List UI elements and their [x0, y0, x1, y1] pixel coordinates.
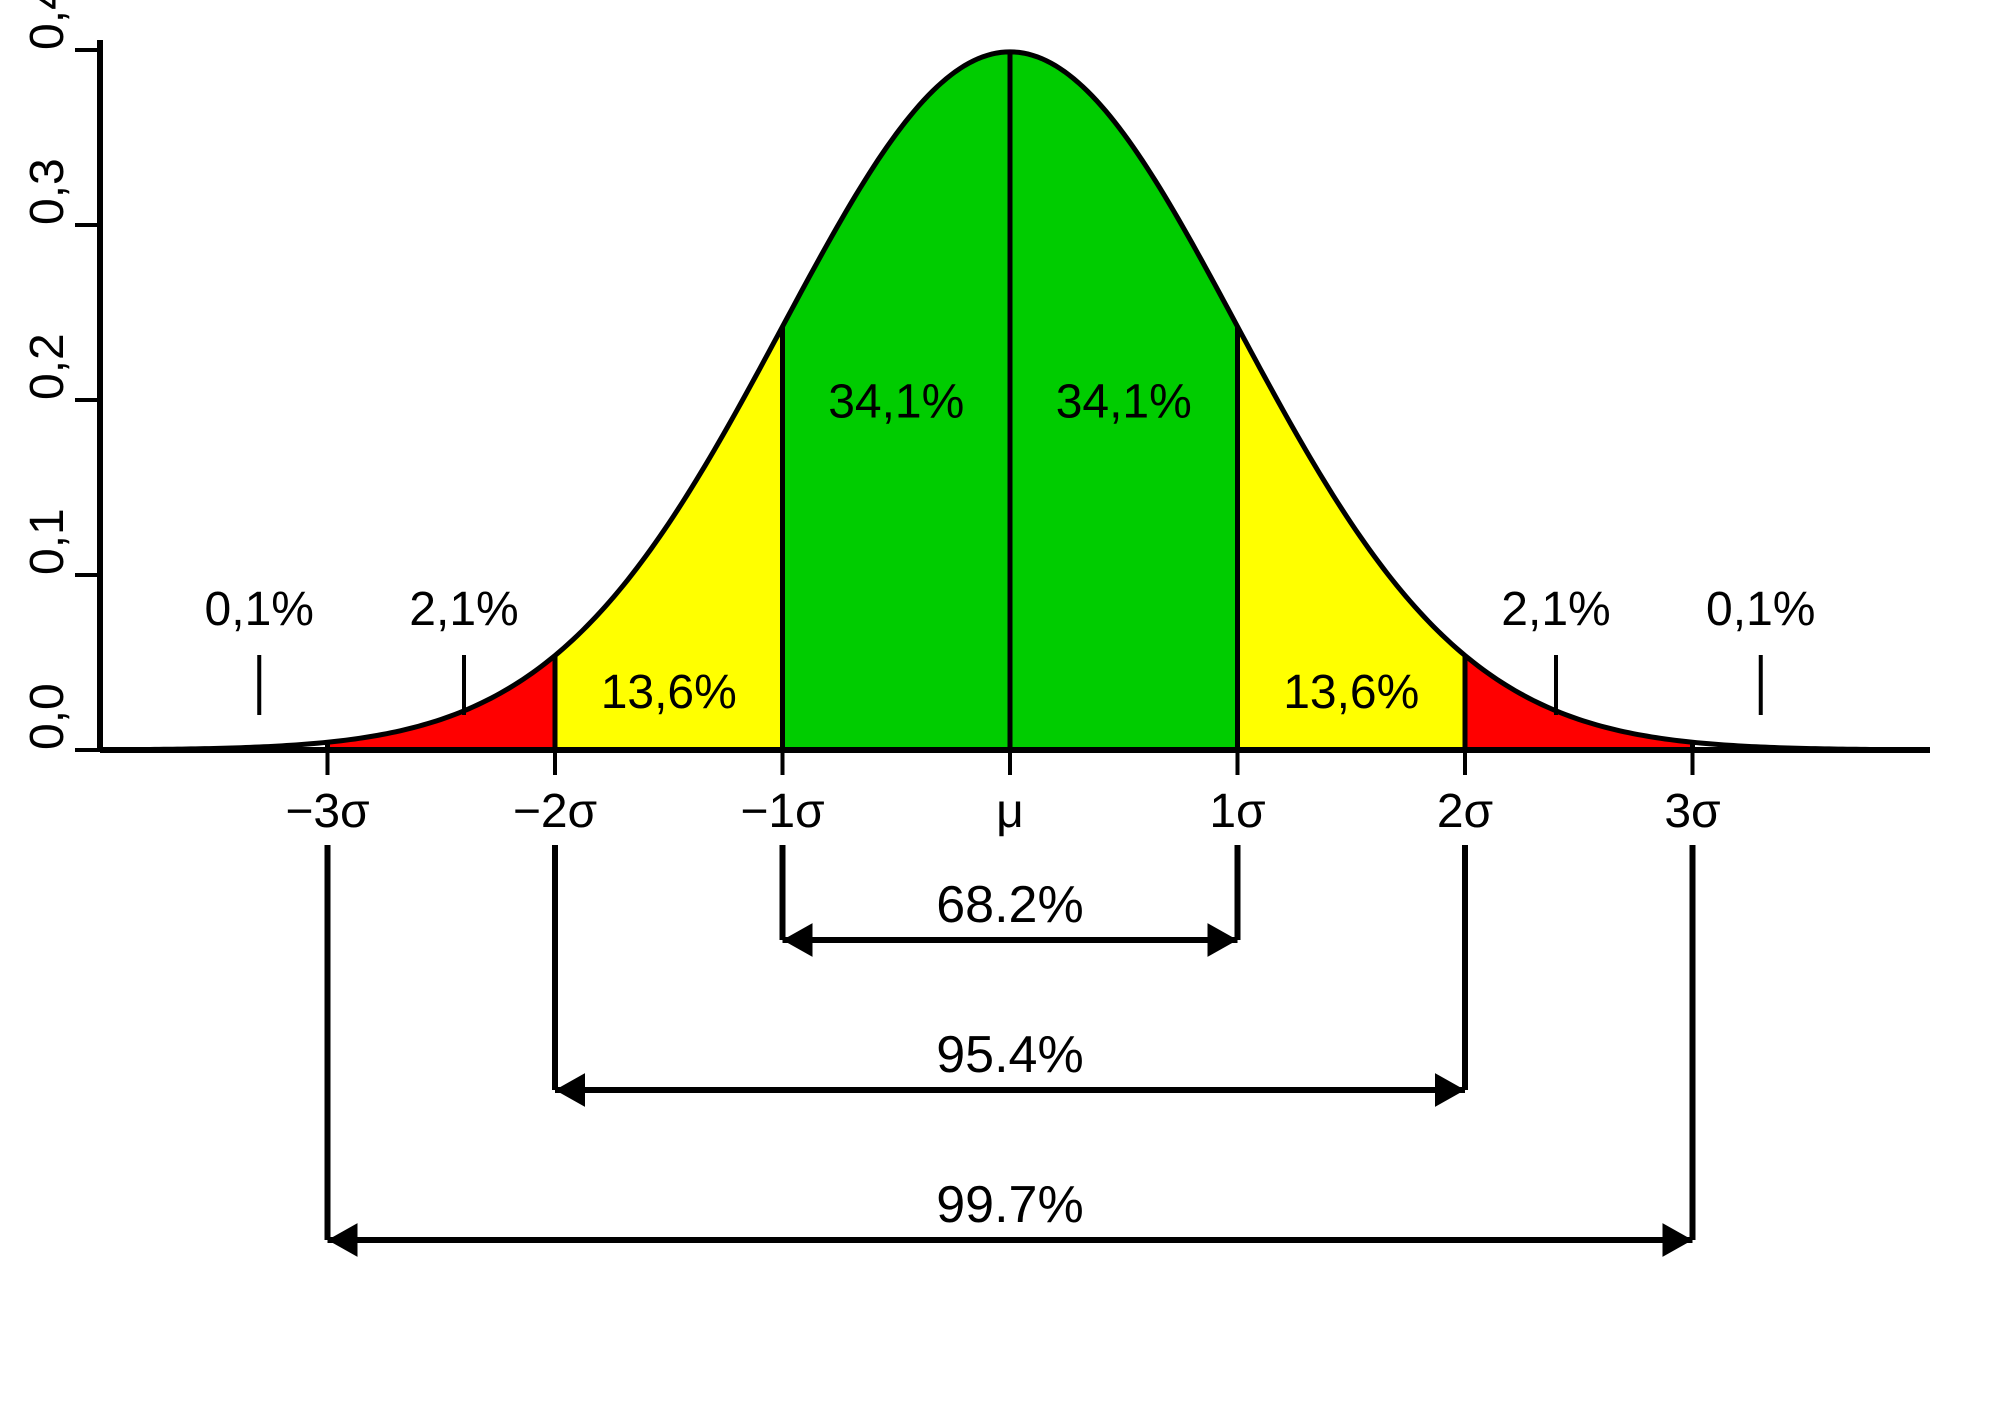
range-label-2: 99.7% — [936, 1176, 1083, 1234]
chart-svg: 0,0 0,1 0,2 0,3 0,4 −3σ −2σ −1σ μ 1σ 2σ 3σ 0,1% 2,1% 1… — [0, 0, 2000, 1417]
x-tick-label-4: 1σ — [1209, 785, 1265, 838]
region-label-7: 0,1% — [1706, 583, 1815, 636]
range-arrowhead-left-2 — [328, 1223, 358, 1257]
x-tick-label-6: 3σ — [1664, 785, 1720, 838]
range-label-1: 95.4% — [936, 1026, 1083, 1084]
range-label-0: 68.2% — [936, 876, 1083, 934]
range-arrowhead-right-0 — [1208, 923, 1238, 957]
region-label-3: 34,1% — [828, 376, 964, 429]
range-arrowhead-left-1 — [555, 1073, 585, 1107]
x-tick-label-2: −1σ — [740, 785, 824, 838]
x-tick-label-0: −3σ — [285, 785, 369, 838]
region-label-6: 2,1% — [1501, 583, 1610, 636]
range-arrowhead-left-0 — [783, 923, 813, 957]
y-tick-label-2: 0,2 — [21, 333, 74, 400]
y-tick-label-0: 0,0 — [21, 683, 74, 750]
y-tick-label-3: 0,3 — [21, 158, 74, 225]
region-label-2: 13,6% — [601, 666, 737, 719]
range-arrowhead-right-2 — [1663, 1223, 1693, 1257]
y-tick-label-1: 0,1 — [21, 508, 74, 575]
y-tick-label-4: 0,4 — [21, 0, 74, 50]
region-label-4: 34,1% — [1056, 376, 1192, 429]
x-tick-label-5: 2σ — [1437, 785, 1493, 838]
normal-distribution-chart: 0,0 0,1 0,2 0,3 0,4 −3σ −2σ −1σ μ 1σ 2σ 3σ 0,1% 2,1% 1… — [0, 0, 2000, 1417]
x-tick-label-3: μ — [996, 785, 1024, 838]
region-label-1: 2,1% — [409, 583, 518, 636]
region-label-0: 0,1% — [205, 583, 314, 636]
range-arrowhead-right-1 — [1435, 1073, 1465, 1107]
region-label-5: 13,6% — [1283, 666, 1419, 719]
x-tick-label-1: −2σ — [513, 785, 597, 838]
